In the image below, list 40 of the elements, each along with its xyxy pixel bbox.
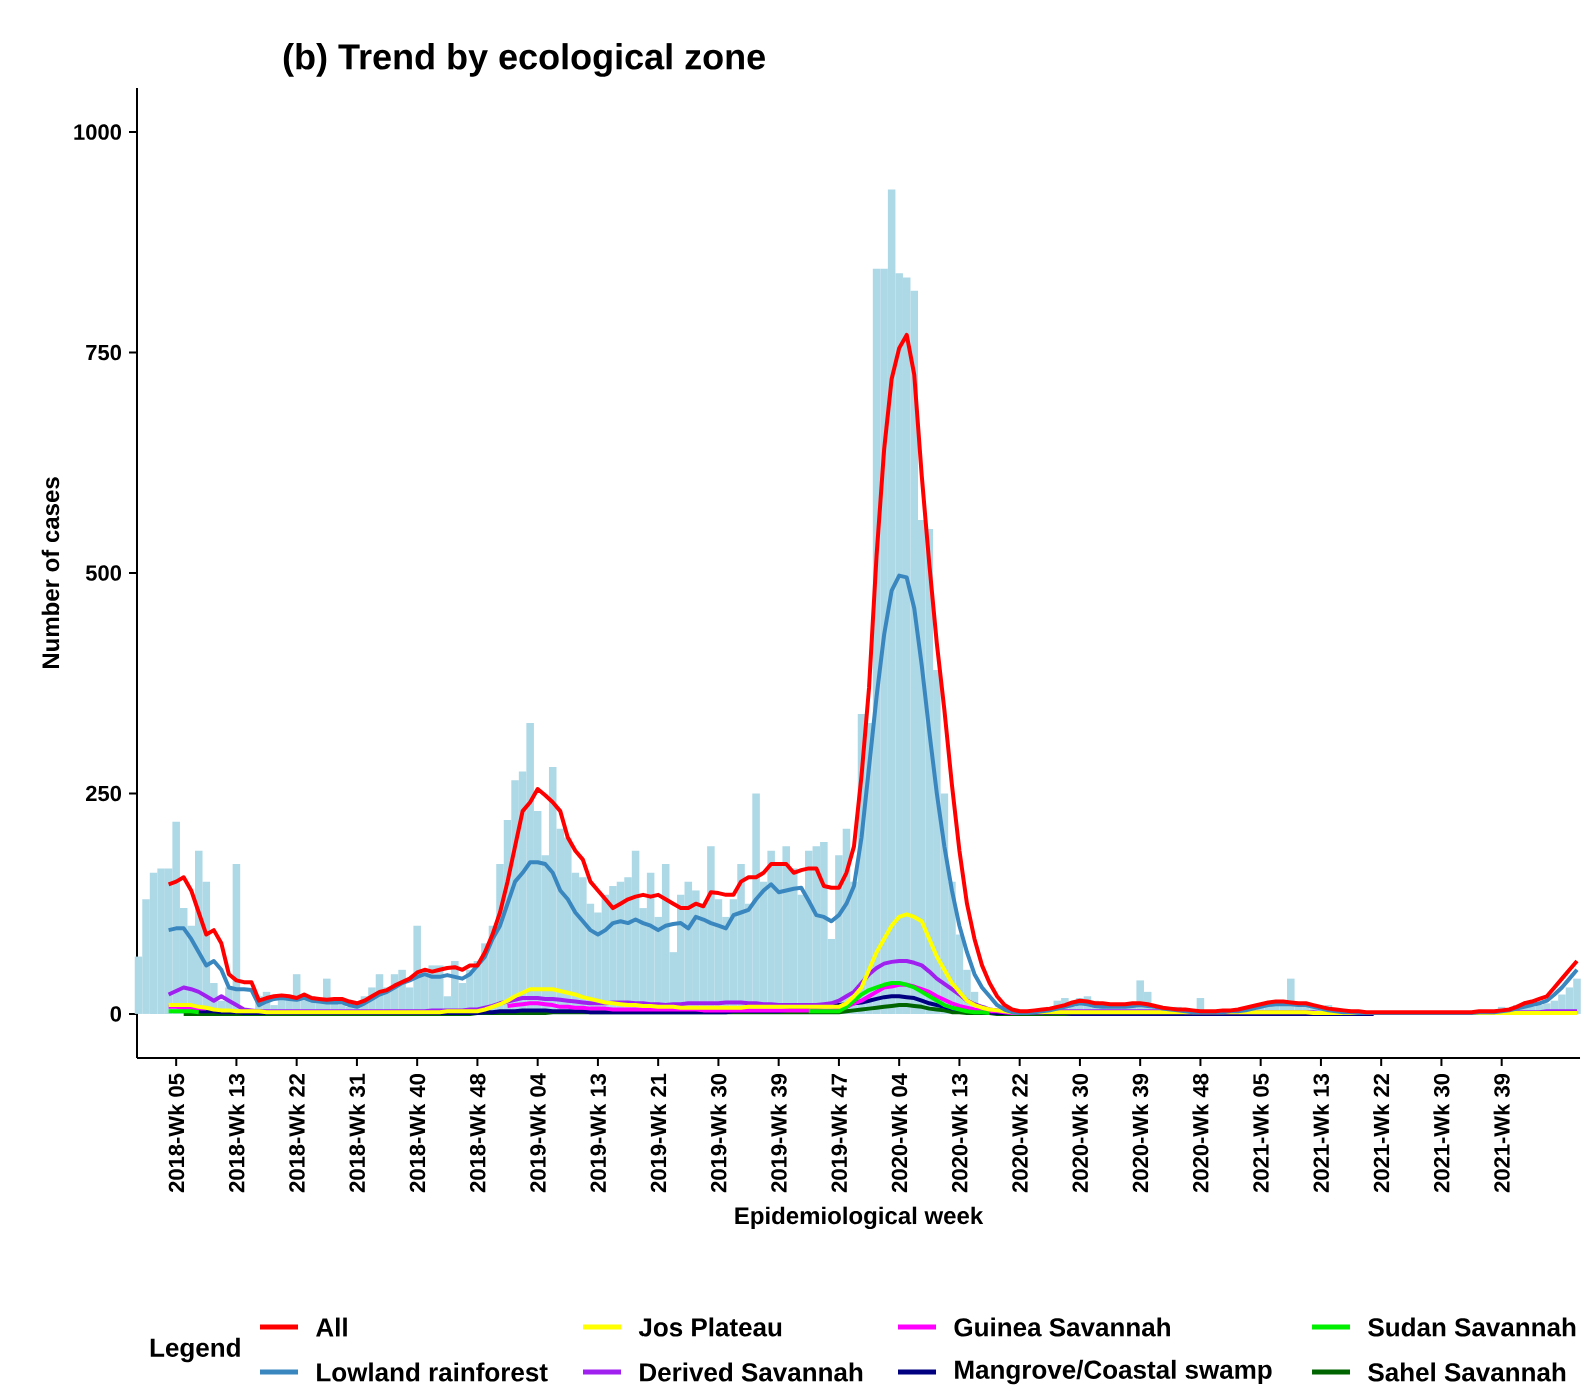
x-tick-label: 2021-Wk 22: [1373, 1073, 1390, 1193]
legend-label: Derived Savannah: [640, 1362, 863, 1382]
x-axis-title: Epidemiological week: [735, 1206, 984, 1230]
legend-label: Mangrove/Coastal swamp: [955, 1359, 1272, 1385]
y-tick-label: 750: [86, 344, 122, 361]
y-tick-label: 250: [85, 785, 122, 802]
x-tick-label: 2021-Wk 30: [1433, 1074, 1450, 1193]
x-tick-label: 2018-Wk 05: [168, 1073, 185, 1193]
x-tick-label: 2020-Wk 39: [1132, 1073, 1149, 1193]
y-tick-label: 1000: [74, 124, 122, 140]
x-tick-label: 2019-Wk 04: [529, 1073, 546, 1193]
legend-label: All: [316, 1317, 347, 1337]
x-tick-label: 2019-Wk 30: [710, 1074, 727, 1193]
y-tick-label: 0: [110, 1006, 122, 1022]
legend-title: Legend: [150, 1337, 240, 1363]
x-tick-label: 2019-Wk 13: [589, 1073, 607, 1193]
x-tick-label: 2021-Wk 05: [1252, 1073, 1269, 1193]
x-tick-label: 2020-Wk 04: [891, 1073, 908, 1193]
legend-label: Lowland rainforest: [317, 1362, 548, 1382]
x-tick-label: 2020-Wk 22: [1011, 1073, 1028, 1193]
legend-label: Jos Plateau: [638, 1317, 782, 1337]
x-tick-label: 2020-Wk 48: [1192, 1073, 1209, 1193]
x-tick-label: 2021-Wk 13: [1312, 1073, 1330, 1193]
x-tick-label: 2018-Wk 48: [469, 1073, 486, 1193]
legend-label: Guinea Savannah: [954, 1317, 1170, 1337]
x-tick-label: 2018-Wk 31: [348, 1073, 366, 1193]
x-tick-label: 2019-Wk 21: [650, 1073, 667, 1193]
y-axis-title: Number of cases: [41, 477, 60, 669]
legend-label: Sudan Savannah: [1368, 1317, 1576, 1337]
x-tick-label: 2018-Wk 13: [228, 1073, 245, 1193]
x-tick-label: 2019-Wk 39: [770, 1073, 787, 1193]
x-tick-label: 2021-Wk 39: [1493, 1073, 1510, 1193]
x-tick-label: 2019-Wk 47: [830, 1074, 848, 1193]
legend-label: Sahel Savannah: [1368, 1362, 1566, 1382]
chart-title: (b) Trend by ecological zone: [283, 43, 765, 77]
x-tick-label: 2020-Wk 30: [1071, 1074, 1089, 1193]
x-tick-label: 2018-Wk 40: [409, 1074, 426, 1193]
x-tick-label: 2020-Wk 13: [951, 1073, 968, 1193]
x-tick-label: 2018-Wk 22: [288, 1073, 305, 1193]
y-tick-label: 500: [85, 565, 122, 581]
